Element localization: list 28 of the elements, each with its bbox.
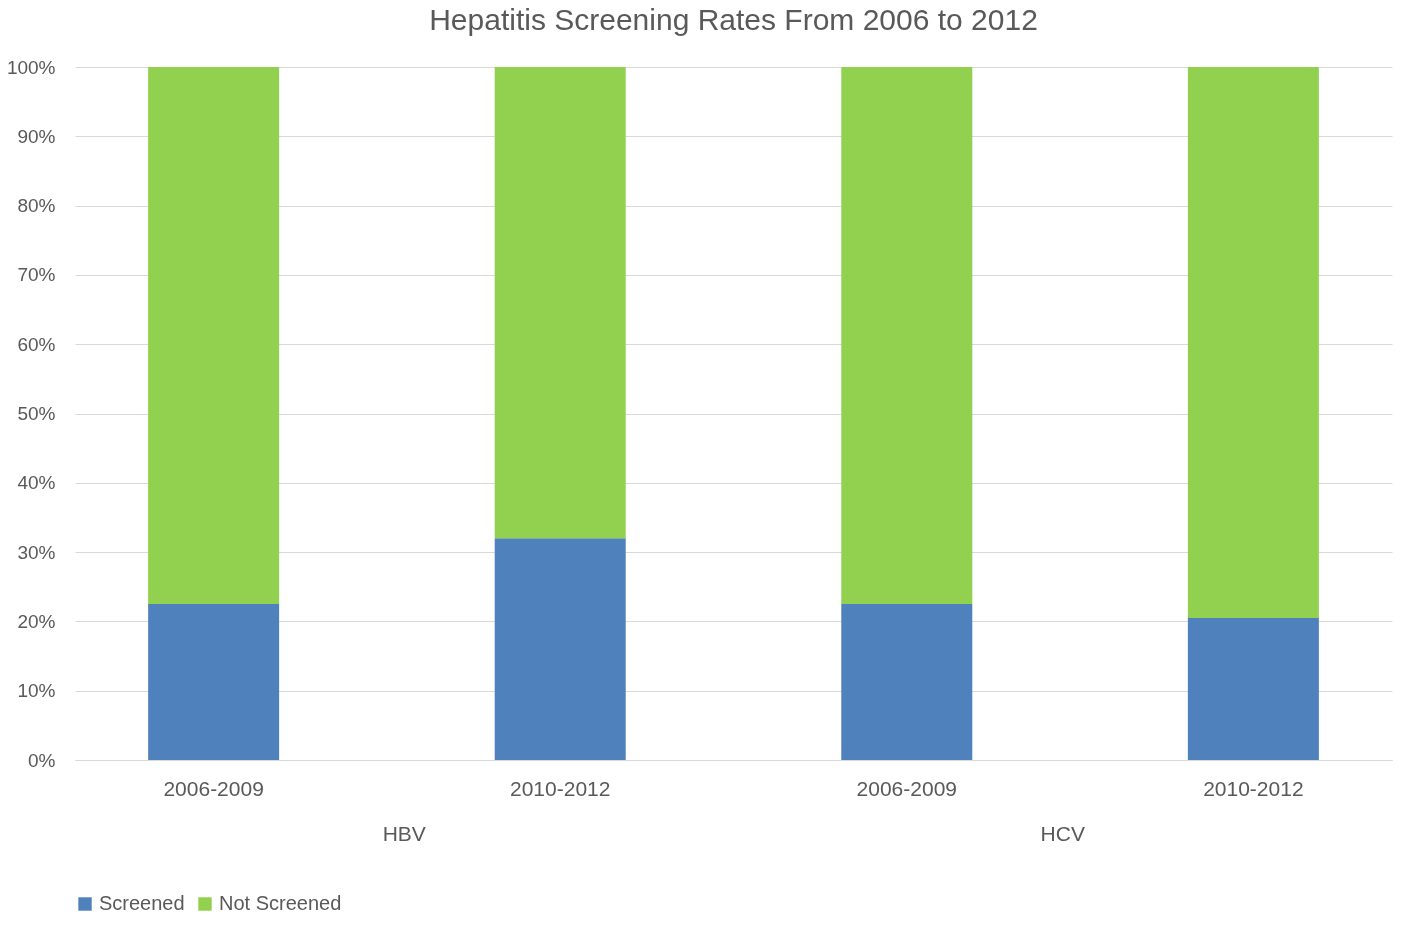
y-tick-label: 80% — [17, 195, 56, 217]
y-tick-label: 70% — [17, 264, 56, 286]
bar — [148, 604, 280, 760]
y-tick-label: 30% — [17, 541, 56, 563]
bar — [148, 67, 280, 605]
y-tick-label: 100% — [6, 56, 56, 78]
y-tick-label: 60% — [17, 333, 56, 355]
y-tick-label: 10% — [17, 680, 56, 702]
x-tick-label: 2010-2012 — [1203, 776, 1304, 800]
x-tick-label: 2010-2012 — [509, 776, 611, 800]
chart-title: Hepatitis Screening Rates From 2006 to 2012 — [429, 3, 1038, 36]
text: HBV — [382, 822, 426, 845]
x-tick-label: 2006-2009 — [856, 776, 958, 800]
bar — [494, 67, 626, 539]
text: HCV — [1040, 822, 1085, 845]
y-tick-label: 20% — [17, 610, 56, 632]
bar — [841, 67, 973, 605]
x-tick-label: 2006-2009 — [163, 776, 264, 800]
bar — [1187, 67, 1319, 618]
legend-label: Not Screened — [219, 892, 342, 914]
y-tick-label: 50% — [17, 403, 56, 424]
y-tick-label: 90% — [17, 125, 56, 147]
bar — [1187, 617, 1319, 760]
legend-label: Screened — [99, 892, 185, 914]
bar — [841, 604, 973, 760]
y-tick-label: 0% — [28, 749, 56, 771]
y-tick-label: 40% — [17, 472, 56, 494]
bar — [494, 538, 626, 760]
